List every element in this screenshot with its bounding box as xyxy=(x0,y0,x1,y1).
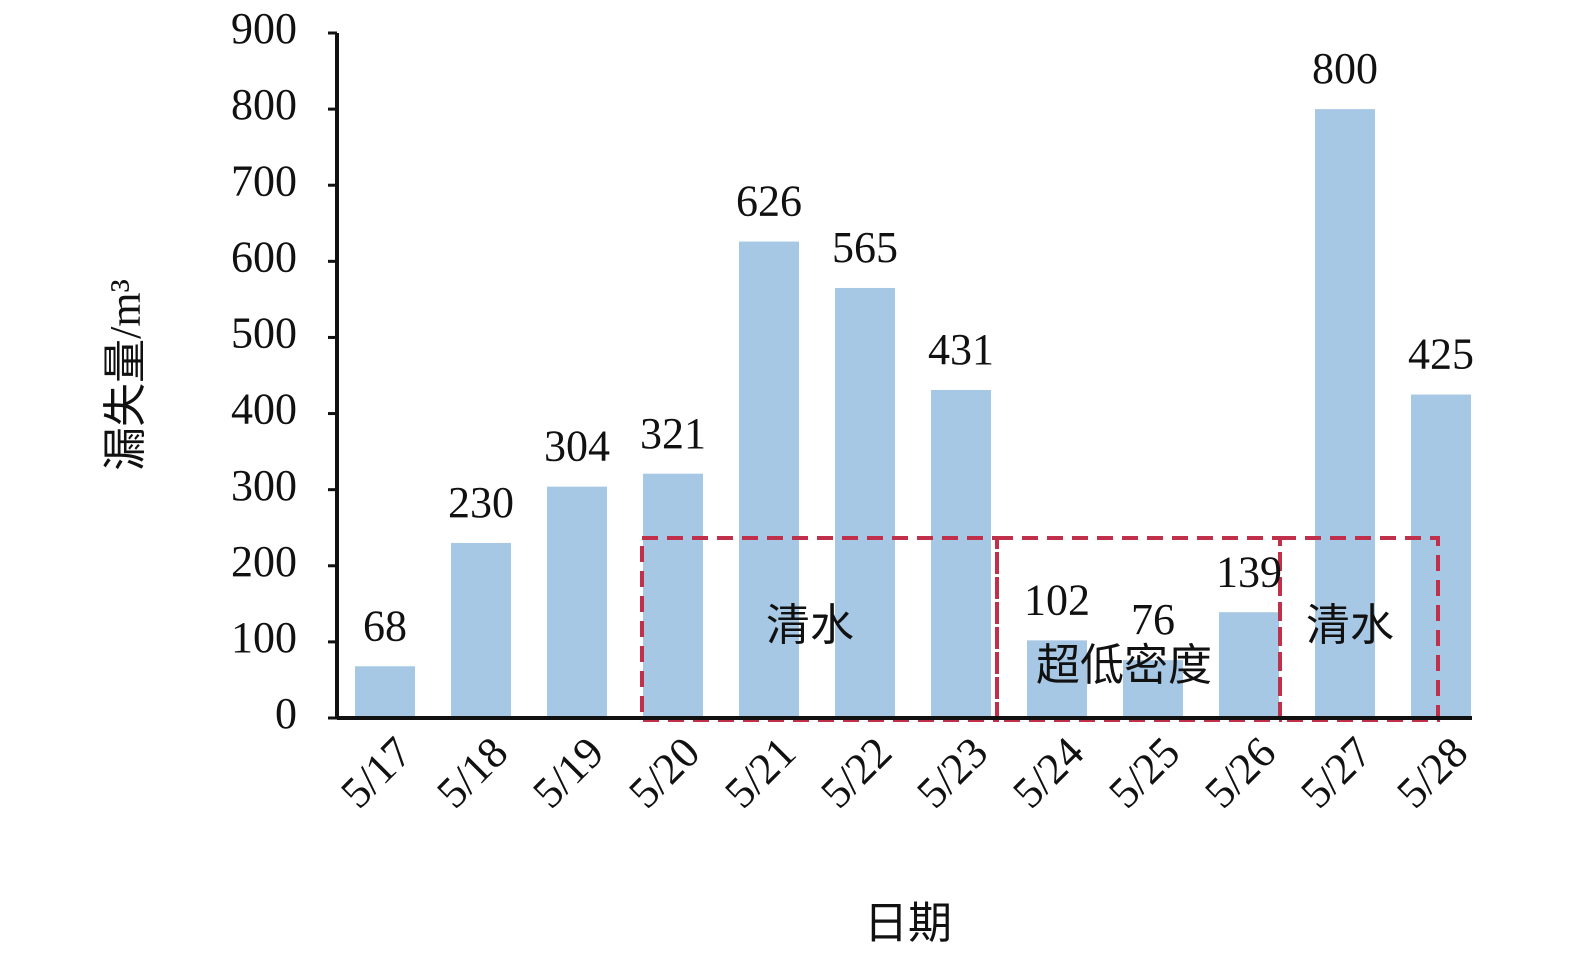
bar xyxy=(451,542,511,718)
y-axis-title: 漏失量/m³ xyxy=(101,279,150,471)
annotation-box xyxy=(1278,536,1440,722)
data-label: 304 xyxy=(544,422,610,471)
data-label: 230 xyxy=(448,478,514,527)
data-label: 431 xyxy=(928,325,994,374)
x-tick-label: 5/27 xyxy=(1291,728,1381,818)
bar xyxy=(1027,640,1087,718)
bar xyxy=(1315,109,1375,719)
data-label: 76 xyxy=(1131,595,1175,644)
data-label: 565 xyxy=(832,223,898,272)
y-tick-label: 500 xyxy=(231,309,297,358)
bar xyxy=(739,241,799,719)
y-tick-label: 100 xyxy=(231,613,297,662)
x-tick-label: 5/22 xyxy=(811,728,901,818)
annotation: 清水 xyxy=(766,601,854,650)
x-tick-label: 5/20 xyxy=(619,728,709,818)
y-tick-label: 800 xyxy=(231,80,297,129)
bar xyxy=(547,486,607,718)
bar xyxy=(931,389,991,718)
y-tick-label: 300 xyxy=(231,461,297,510)
x-axis-title: 日期 xyxy=(864,899,952,948)
bar xyxy=(1219,612,1279,718)
x-tick-label: 5/18 xyxy=(427,728,517,818)
data-label: 425 xyxy=(1408,330,1474,379)
data-label: 139 xyxy=(1216,547,1282,596)
bar xyxy=(1411,394,1471,718)
x-tick-label: 5/25 xyxy=(1099,728,1189,818)
y-tick-label: 200 xyxy=(231,537,297,586)
data-label: 68 xyxy=(363,601,407,650)
data-label: 321 xyxy=(640,409,706,458)
x-tick-label: 5/17 xyxy=(331,728,421,818)
y-tick-label: 700 xyxy=(231,156,297,205)
x-tick-label: 5/23 xyxy=(907,728,997,818)
data-label: 800 xyxy=(1312,44,1378,93)
x-tick-label: 5/26 xyxy=(1195,728,1285,818)
x-tick-label: 5/19 xyxy=(523,728,613,818)
bar xyxy=(1123,660,1183,718)
x-tick-label: 5/24 xyxy=(1003,728,1093,818)
x-tick-label: 5/28 xyxy=(1387,728,1477,818)
y-tick-label: 400 xyxy=(231,385,297,434)
data-label: 626 xyxy=(736,177,802,226)
annotation: 超低密度 xyxy=(1036,641,1212,690)
x-tick-label: 5/21 xyxy=(715,728,805,818)
y-tick-label: 600 xyxy=(231,232,297,281)
y-tick-label: 900 xyxy=(231,4,297,53)
annotation: 清水 xyxy=(1306,601,1394,650)
y-tick-label: 0 xyxy=(275,689,297,738)
bar xyxy=(643,473,703,718)
bar xyxy=(835,287,895,718)
data-label: 102 xyxy=(1024,575,1090,624)
bar xyxy=(355,666,415,718)
